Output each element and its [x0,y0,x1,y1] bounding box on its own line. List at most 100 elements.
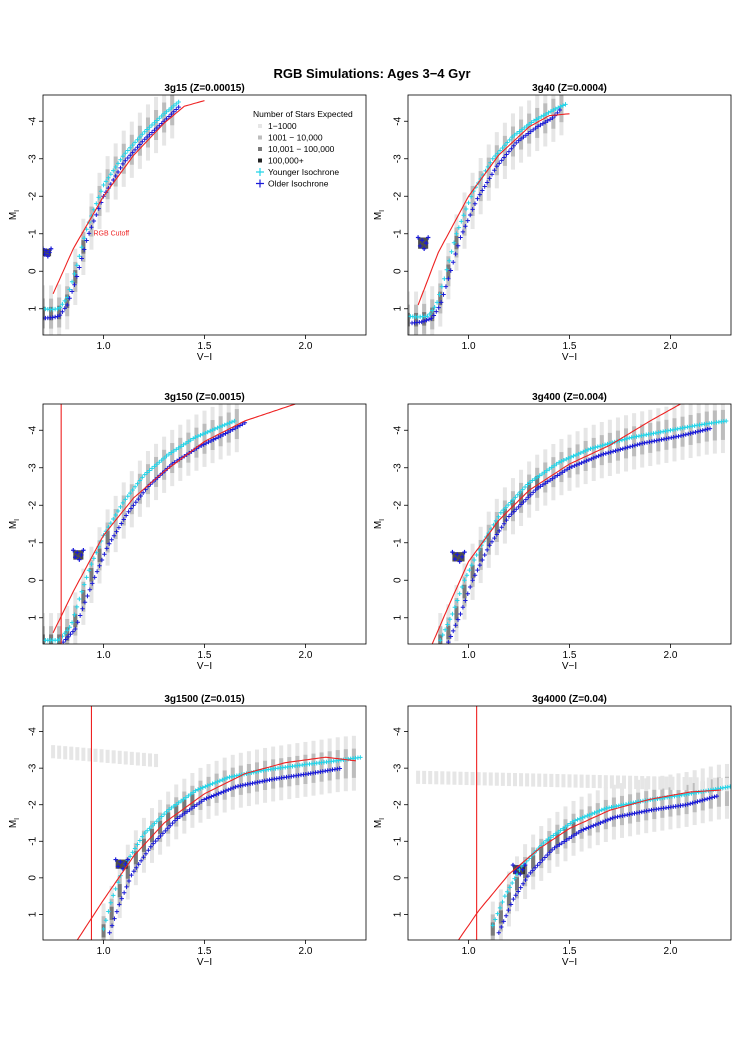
clump-marker [415,235,421,240]
older-isochrone-point [683,802,688,808]
legend-label: Older Isochrone [268,179,329,189]
younger-isochrone-point [495,151,500,156]
older-isochrone-point [152,128,157,133]
density-bin [470,565,475,579]
older-isochrone-point [455,617,461,622]
younger-isochrone-point [459,584,465,590]
older-isochrone-point [201,442,206,447]
younger-isochrone-point [77,596,82,602]
older-isochrone-point [153,838,158,844]
hb-bin [488,772,493,786]
density-bin [194,427,199,458]
older-isochrone-point [206,795,212,800]
older-isochrone-point [569,464,575,469]
older-isochrone-point [75,620,80,625]
legend-label: Younger Isochrone [268,167,339,177]
younger-isochrone-point [152,821,157,826]
younger-isochrone-point [599,807,604,813]
older-isochrone-point [230,785,236,791]
older-isochrone-point [85,593,90,599]
older-isochrone-point [96,206,101,211]
older-isochrone-point [169,111,174,117]
density-bin [644,791,649,821]
older-isochrone-point [484,547,490,553]
older-isochrone-point [119,896,124,901]
clump-marker [47,250,52,255]
older-isochrone-point [470,207,475,212]
younger-isochrone-point [427,311,433,317]
density-bin [43,306,45,321]
younger-isochrone-point [229,419,235,425]
younger-isochrone-point [512,132,517,138]
density-bin [539,846,544,861]
x-tick-label: 1.0 [462,650,476,661]
clump-marker [125,857,130,862]
older-isochrone-point [518,136,524,142]
older-isochrone-point [484,180,490,185]
density-bin [125,865,130,879]
older-isochrone-point [453,623,458,628]
older-isochrone-point [496,930,502,935]
younger-isochrone-point [445,622,450,627]
clump-marker [459,554,465,560]
older-isochrone-point [453,251,458,257]
older-isochrone-point [702,797,707,802]
older-isochrone-point [499,525,504,530]
younger-isochrone-point [534,117,539,122]
x-tick-label: 2.0 [298,650,312,661]
clump-marker [455,552,460,557]
density-bin [287,757,292,787]
younger-isochrone-point [210,781,215,786]
older-isochrone-point [589,456,594,462]
older-isochrone-point [547,117,553,122]
older-isochrone-point [184,809,190,814]
younger-isochrone-point [147,125,152,130]
hb-bin [87,748,92,762]
younger-isochrone-point [94,201,99,206]
density-bin [335,750,340,780]
older-isochrone-point [111,177,116,183]
older-isochrone-point [472,572,478,578]
younger-isochrone-point [461,212,466,218]
density-bin [652,789,657,820]
clump-marker [457,559,462,564]
older-isochrone-point [123,158,128,163]
younger-isochrone-point [518,489,523,495]
younger-isochrone-point [537,473,542,478]
hb-bin [75,747,80,761]
older-isochrone-point [692,800,698,805]
density-bin [648,422,653,453]
younger-isochrone-point [115,161,121,166]
y-tick-label: -2 [28,500,39,509]
younger-isochrone-point [103,179,109,184]
older-isochrone-point [211,437,216,442]
older-isochrone-point [141,855,146,860]
panel-title: 3g150 (Z=0.0015) [164,392,244,403]
older-isochrone-point [618,447,623,452]
older-isochrone-point [513,893,519,898]
younger-isochrone-point [519,863,525,869]
x-tick-label: 2.0 [663,341,677,352]
older-isochrone-point [605,817,611,823]
older-isochrone-point [436,305,441,310]
younger-isochrone-point [505,889,510,894]
clump-marker [79,552,84,558]
younger-isochrone-point [159,113,164,119]
younger-isochrone-point [217,424,223,430]
younger-isochrone-point [564,456,569,462]
younger-isochrone-point [571,453,576,459]
younger-isochrone-point [568,821,573,826]
older-isochrone-point [704,796,710,802]
younger-isochrone-point [128,490,133,496]
density-bin [462,584,467,599]
older-isochrone-point [610,449,616,454]
older-isochrone-point [511,509,516,514]
younger-isochrone-point [495,911,500,916]
clump-marker [462,549,467,555]
older-isochrone-point [174,107,179,112]
density-bin [319,752,324,782]
density-bin [254,762,259,792]
younger-isochrone-point [108,172,114,177]
older-isochrone-point [520,881,526,886]
younger-isochrone-point [577,816,583,821]
